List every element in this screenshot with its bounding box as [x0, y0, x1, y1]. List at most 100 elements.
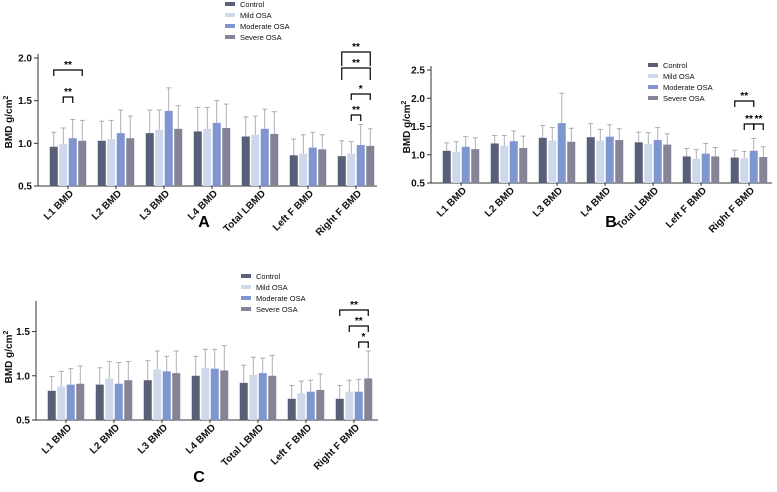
significance-bracket	[53, 69, 83, 76]
significance-bracket	[350, 114, 362, 121]
legend-entry: Control	[663, 61, 688, 70]
bar-moderate-osa	[258, 373, 267, 420]
bar-moderate-osa	[114, 383, 123, 420]
bar-severe-osa	[268, 375, 277, 420]
x-tick-label: Left F BMD	[664, 185, 709, 230]
x-tick-label: Total LBMD	[222, 188, 269, 235]
bar-severe-osa	[711, 156, 720, 183]
bar-severe-osa	[126, 138, 135, 186]
bar-control	[490, 143, 499, 183]
significance-bracket	[348, 325, 369, 332]
bar-mild-osa	[249, 374, 258, 420]
bar-severe-osa	[172, 373, 181, 420]
bar-mild-osa	[345, 391, 354, 420]
x-tick-label: Total LBMD	[220, 422, 267, 469]
bar-mild-osa	[155, 129, 164, 186]
y-tick-label: 1.0	[16, 371, 30, 382]
significance-label: *	[362, 332, 366, 343]
bar-mild-osa	[107, 139, 116, 186]
bar-mild-osa	[153, 369, 162, 420]
legend-swatch	[225, 2, 235, 6]
y-tick-label: 1.5	[18, 96, 32, 107]
bar-control	[47, 390, 56, 420]
legend-entry: Control	[240, 0, 265, 9]
bar-mild-osa	[297, 393, 306, 420]
bar-control	[49, 146, 58, 186]
bar-moderate-osa	[68, 138, 77, 186]
bar-control	[442, 150, 451, 183]
bar-mild-osa	[251, 134, 260, 186]
legend-swatch	[648, 74, 658, 78]
bar-severe-osa	[270, 133, 279, 186]
significance-bracket	[341, 51, 371, 66]
legend-entry: Severe OSA	[663, 94, 705, 103]
bar-severe-osa	[567, 141, 576, 183]
significance-bracket	[734, 100, 755, 107]
x-tick-label: L1 BMD	[435, 185, 469, 219]
bar-severe-osa	[78, 140, 87, 186]
legend-swatch	[225, 24, 235, 28]
bar-severe-osa	[759, 157, 768, 183]
bar-moderate-osa	[212, 122, 221, 186]
legend-entry: Moderate OSA	[240, 22, 290, 31]
y-tick-label: 0.5	[16, 416, 30, 427]
bar-moderate-osa	[461, 146, 470, 183]
bar-control	[145, 133, 154, 186]
significance-bracket	[358, 341, 369, 348]
bar-control	[289, 155, 298, 186]
bar-control	[95, 384, 104, 420]
bar-control	[97, 140, 106, 186]
bar-mild-osa	[692, 158, 701, 183]
legend-swatch	[241, 307, 251, 311]
bar-severe-osa	[174, 128, 183, 186]
bar-moderate-osa	[557, 123, 566, 183]
bar-mild-osa	[57, 386, 66, 420]
x-tick-label: L2 BMD	[483, 185, 517, 219]
legend-entry: Severe OSA	[240, 33, 282, 42]
y-axis-label-superscript: 2	[3, 96, 10, 100]
significance-label: **	[355, 316, 363, 327]
y-tick-label: 0.5	[18, 182, 32, 193]
significance-bracket	[350, 93, 371, 100]
x-tick-label: Left F BMD	[271, 188, 316, 233]
y-tick-label: 1.5	[411, 122, 425, 133]
significance-label: **	[745, 114, 753, 125]
bar-severe-osa	[615, 140, 624, 183]
panel-label: A	[198, 214, 210, 231]
significance-label: **	[352, 58, 360, 69]
bar-control	[193, 131, 202, 186]
bar-severe-osa	[366, 145, 375, 186]
legend-swatch	[241, 285, 251, 289]
y-axis-label-superscript: 2	[401, 101, 408, 105]
bar-mild-osa	[105, 378, 114, 420]
bar-mild-osa	[59, 144, 68, 186]
bar-moderate-osa	[308, 147, 317, 186]
bar-mild-osa	[452, 151, 461, 183]
bar-control	[241, 136, 250, 186]
y-tick-label: 2.0	[18, 54, 32, 65]
significance-bracket	[62, 96, 74, 103]
panel-label: B	[605, 214, 617, 231]
legend-entry: Moderate OSA	[256, 294, 306, 303]
bar-severe-osa	[364, 378, 373, 420]
bar-control	[337, 156, 346, 186]
x-tick-label: Right F BMD	[314, 188, 364, 238]
significance-label: **	[64, 87, 72, 98]
x-tick-label: Total LBMD	[615, 185, 662, 232]
y-axis-label: BMD g/cm2	[3, 331, 15, 384]
legend-entry: Control	[256, 272, 281, 281]
bar-mild-osa	[548, 140, 557, 183]
bar-mild-osa	[203, 128, 212, 186]
bar-control	[730, 157, 739, 183]
x-tick-label: L2 BMD	[90, 188, 124, 222]
chart-panel-b: 0.5 1.0 1.5 2.0 2.5 BMD g/cm2 L1 BMD L2 BMD L3 B…	[401, 61, 772, 236]
bar-moderate-osa	[162, 371, 171, 420]
legend-swatch	[225, 13, 235, 17]
x-tick-label: Right F BMD	[707, 185, 757, 235]
bar-moderate-osa	[653, 140, 662, 183]
bar-control	[682, 156, 691, 183]
legend-entry: Mild OSA	[256, 283, 288, 292]
bar-severe-osa	[222, 127, 231, 186]
bar-moderate-osa	[749, 150, 758, 183]
